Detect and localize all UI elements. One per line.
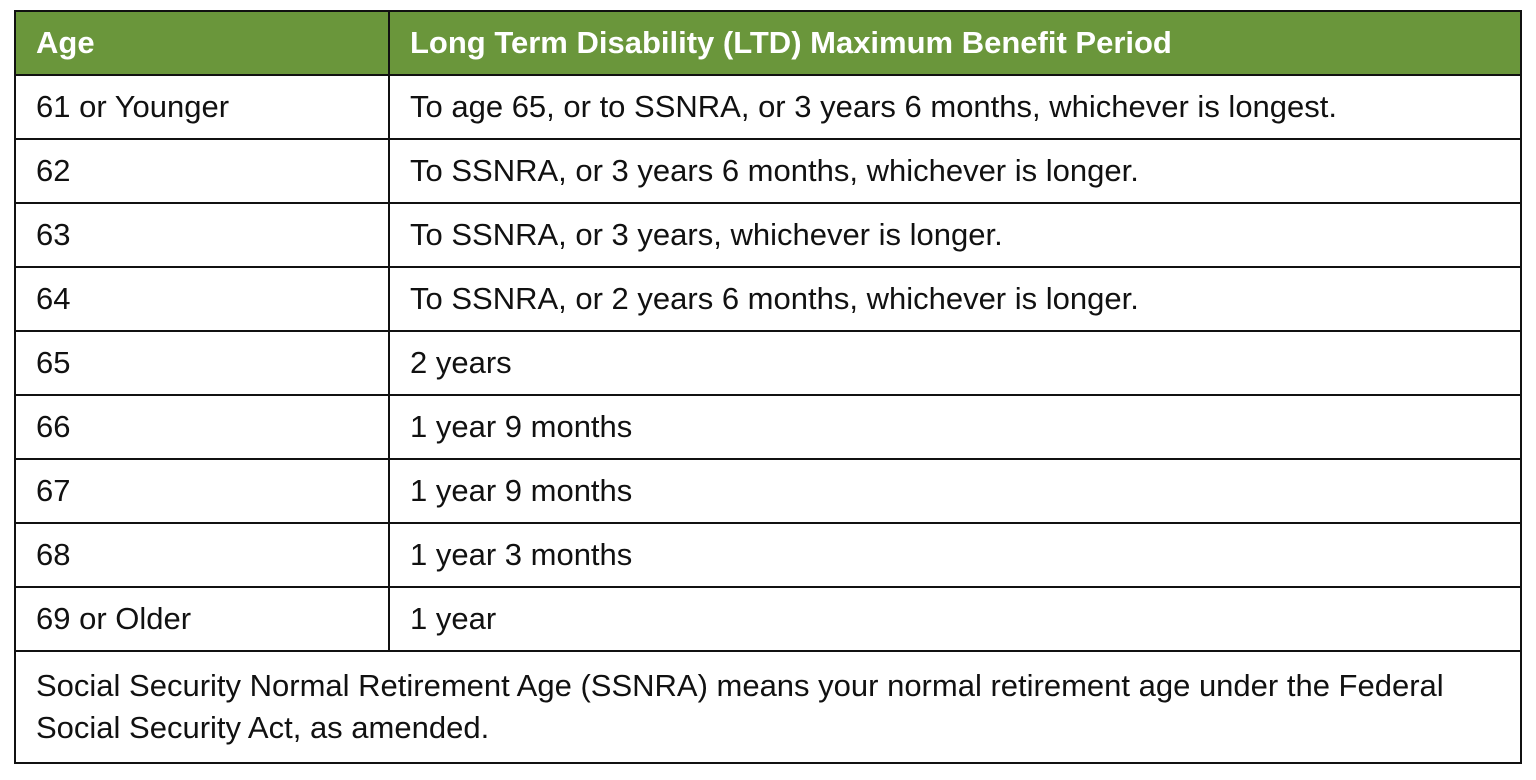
age-cell: 67 — [14, 458, 390, 524]
age-cell: 63 — [14, 202, 390, 268]
table-row: 64 To SSNRA, or 2 years 6 months, whiche… — [14, 266, 1522, 332]
table-row: 67 1 year 9 months — [14, 458, 1522, 524]
table-row: 66 1 year 9 months — [14, 394, 1522, 460]
table-row: 68 1 year 3 months — [14, 522, 1522, 588]
ltd-benefit-period-table: Age Long Term Disability (LTD) Maximum B… — [14, 10, 1522, 764]
footnote-row: Social Security Normal Retirement Age (S… — [14, 650, 1522, 764]
header-age: Age — [14, 10, 390, 76]
table-row: 61 or Younger To age 65, or to SSNRA, or… — [14, 74, 1522, 140]
table-footer: Social Security Normal Retirement Age (S… — [14, 650, 1522, 764]
header-benefit-period: Long Term Disability (LTD) Maximum Benef… — [388, 10, 1522, 76]
ssnra-footnote: Social Security Normal Retirement Age (S… — [14, 650, 1522, 764]
table-row: 62 To SSNRA, or 3 years 6 months, whiche… — [14, 138, 1522, 204]
age-cell: 65 — [14, 330, 390, 396]
benefit-period-cell: 2 years — [388, 330, 1522, 396]
age-cell: 66 — [14, 394, 390, 460]
table-header: Age Long Term Disability (LTD) Maximum B… — [14, 10, 1522, 76]
benefit-period-cell: To SSNRA, or 3 years, whichever is longe… — [388, 202, 1522, 268]
table-row: 69 or Older 1 year — [14, 586, 1522, 652]
benefit-period-cell: 1 year 9 months — [388, 458, 1522, 524]
age-cell: 69 or Older — [14, 586, 390, 652]
benefit-period-cell: To SSNRA, or 3 years 6 months, whichever… — [388, 138, 1522, 204]
benefit-period-cell: 1 year 3 months — [388, 522, 1522, 588]
table-row: 63 To SSNRA, or 3 years, whichever is lo… — [14, 202, 1522, 268]
table-body: 61 or Younger To age 65, or to SSNRA, or… — [14, 74, 1522, 652]
age-cell: 61 or Younger — [14, 74, 390, 140]
age-cell: 68 — [14, 522, 390, 588]
benefit-period-cell: 1 year — [388, 586, 1522, 652]
header-row: Age Long Term Disability (LTD) Maximum B… — [14, 10, 1522, 76]
benefit-period-cell: 1 year 9 months — [388, 394, 1522, 460]
age-cell: 62 — [14, 138, 390, 204]
benefit-period-cell: To age 65, or to SSNRA, or 3 years 6 mon… — [388, 74, 1522, 140]
table-row: 65 2 years — [14, 330, 1522, 396]
age-cell: 64 — [14, 266, 390, 332]
benefit-period-cell: To SSNRA, or 2 years 6 months, whichever… — [388, 266, 1522, 332]
